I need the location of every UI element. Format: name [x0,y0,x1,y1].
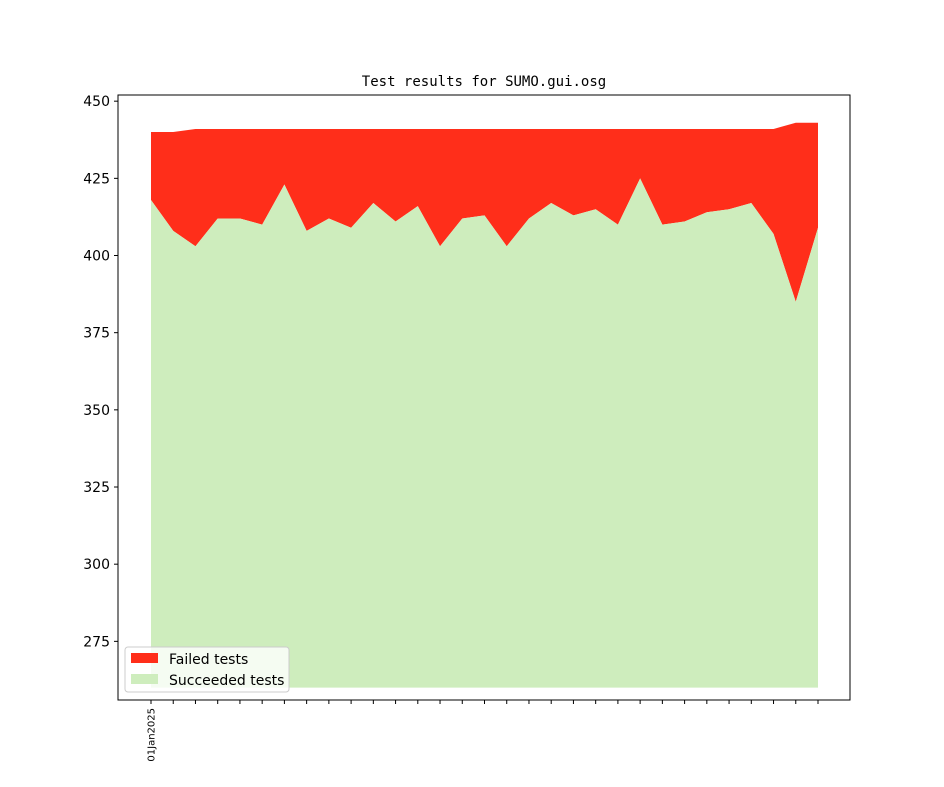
y-tick-label: 400 [83,249,110,265]
chart-title: Test results for SUMO.gui.osg [362,74,606,90]
legend: Failed tests Succeeded tests [124,646,290,693]
legend-label-succeeded: Succeeded tests [169,673,284,689]
y-tick-label: 350 [83,403,110,419]
series-layer [151,122,818,688]
y-axis: 275 300 325 350 375 400 425 450 [83,94,118,650]
legend-label-failed: Failed tests [169,652,248,668]
legend-swatch-succeeded [131,674,158,684]
legend-swatch-failed [131,653,158,663]
y-tick-label: 375 [83,326,110,342]
legend-box [124,646,290,693]
y-tick-label: 300 [83,557,110,573]
y-tick-label: 425 [83,171,110,187]
x-axis: 01Jan2025 [147,700,819,762]
y-tick-label: 450 [83,94,110,110]
y-tick-label: 275 [83,634,110,650]
x-tick-label: 01Jan2025 [147,708,158,762]
series-failed-area [151,122,818,302]
y-tick-label: 325 [83,480,110,496]
series-succeeded-area [151,178,818,688]
plot-area [117,94,851,701]
